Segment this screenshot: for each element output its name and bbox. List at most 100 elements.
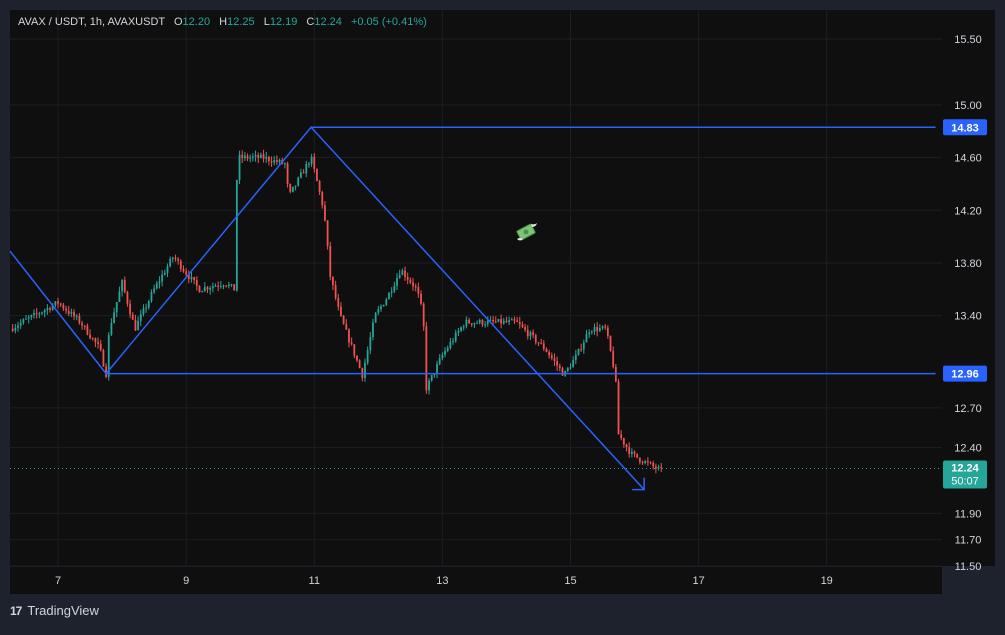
- candle-body: [532, 332, 535, 335]
- candle-body: [630, 451, 633, 454]
- candle-body: [187, 274, 190, 280]
- candle-body: [147, 300, 150, 308]
- candle-body: [193, 276, 196, 281]
- candle-body: [33, 312, 35, 316]
- candle-body: [166, 266, 169, 273]
- candle-body: [340, 306, 342, 316]
- candle-body: [348, 329, 350, 343]
- candle-body: [641, 461, 644, 464]
- candle-body: [251, 156, 254, 158]
- candle-body: [19, 322, 22, 326]
- drawing-price-badge: [943, 365, 987, 382]
- candle-body: [97, 342, 99, 344]
- candle-body: [27, 317, 30, 319]
- candle-body: [326, 220, 329, 247]
- candle-body: [358, 360, 361, 369]
- candle-body: [385, 299, 388, 305]
- candle-body: [388, 292, 390, 300]
- time-tick-label: 13: [436, 575, 448, 587]
- candle-body: [262, 154, 265, 159]
- candle-body: [465, 319, 468, 327]
- price-tick-label: 14.60: [954, 153, 982, 165]
- candle-body: [257, 155, 260, 158]
- drawings[interactable]: [9, 126, 936, 491]
- candle-body: [134, 319, 137, 331]
- candle-body: [81, 322, 83, 326]
- candle-body: [22, 319, 25, 323]
- candle-body: [606, 327, 609, 336]
- candle-body: [366, 350, 369, 363]
- candle-body: [526, 329, 529, 337]
- zigzag-arrowhead: [632, 477, 645, 491]
- candle-body: [500, 318, 502, 324]
- candle-body: [548, 352, 551, 356]
- candle-body: [150, 292, 153, 301]
- candle-body: [145, 307, 148, 309]
- candle-body: [364, 362, 366, 378]
- candle-body: [505, 320, 508, 323]
- pattern-zigzag: [9, 126, 645, 491]
- candle-body: [620, 434, 623, 439]
- candle-body: [430, 374, 433, 381]
- candle-body: [420, 293, 422, 304]
- candle-body: [126, 291, 129, 304]
- close-label: C: [306, 16, 315, 28]
- candle-body: [177, 258, 180, 261]
- candle-body: [382, 304, 385, 307]
- tradingview-logo: 17: [10, 603, 22, 618]
- candle-body: [73, 311, 75, 317]
- symbol-title[interactable]: AVAX / USDT, 1h, AVAXUSDT: [18, 16, 165, 28]
- candle-body: [566, 368, 569, 372]
- candle-body: [198, 285, 201, 293]
- candle-body: [345, 324, 348, 330]
- candle-body: [41, 312, 43, 314]
- candle-body: [660, 466, 663, 468]
- candle-body: [540, 343, 543, 345]
- candle-body: [390, 291, 393, 293]
- high-label: H: [219, 16, 228, 28]
- candle-body: [492, 319, 494, 322]
- time-axis[interactable]: 7 9 11 13 15 17 19: [55, 575, 833, 587]
- candle-body: [155, 283, 158, 289]
- candle-body: [561, 368, 564, 376]
- candle-body: [409, 279, 412, 283]
- price-tick-label: 15.50: [954, 34, 982, 46]
- candle-body: [652, 462, 655, 467]
- candle-body: [230, 284, 233, 286]
- candle-body: [182, 269, 185, 272]
- candle-body: [396, 277, 398, 286]
- candle-body: [452, 341, 454, 343]
- candle-body: [233, 284, 236, 291]
- candle-body: [574, 354, 577, 361]
- candle-body: [158, 281, 161, 284]
- candle-body: [25, 318, 27, 320]
- candle-body: [89, 334, 91, 339]
- candle-body: [91, 338, 94, 340]
- candle-body: [462, 326, 465, 328]
- time-tick-label: 11: [309, 575, 320, 587]
- candle-body: [476, 322, 478, 324]
- candle-body: [556, 360, 559, 366]
- current-price-badge: [943, 460, 987, 489]
- time-tick-label: 15: [564, 575, 576, 587]
- tradingview-branding[interactable]: 17 TradingView: [10, 603, 99, 618]
- candle-body: [644, 461, 647, 464]
- candle-body: [497, 318, 500, 322]
- candle-body: [636, 453, 639, 458]
- candle-body: [163, 272, 166, 275]
- candle-body: [222, 285, 225, 287]
- candle-body: [417, 286, 420, 294]
- candle-body: [318, 181, 321, 192]
- candle-body: [438, 358, 441, 365]
- candle-body: [596, 327, 599, 332]
- time-tick-label: 19: [821, 575, 833, 587]
- candle-body: [275, 159, 278, 163]
- price-axis[interactable]: 15.50 15.00 14.60 14.20 13.80 13.40 12.70 12.40…: [954, 34, 982, 573]
- candle-body: [481, 320, 484, 325]
- candle-body: [633, 451, 636, 454]
- candle-body: [65, 308, 67, 311]
- candle-body: [219, 285, 222, 287]
- candle-body: [428, 380, 430, 391]
